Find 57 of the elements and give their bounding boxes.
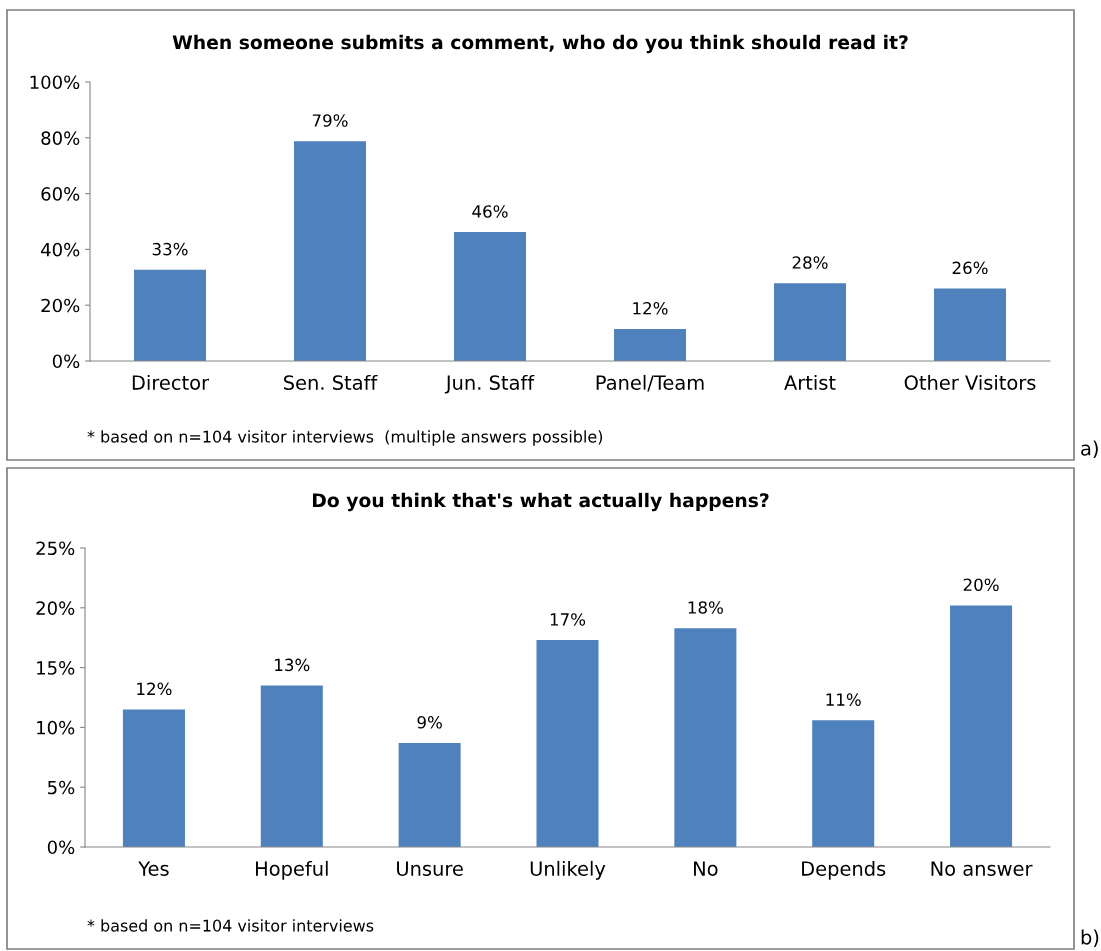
data-label: 46% bbox=[472, 205, 508, 218]
y-tick-label: 20% bbox=[36, 601, 75, 615]
x-tick-label: No answer bbox=[931, 861, 1033, 876]
bar bbox=[454, 232, 526, 361]
x-tick-label: Unlikely bbox=[530, 860, 606, 880]
data-label: 13% bbox=[275, 658, 310, 672]
bar bbox=[122, 709, 185, 847]
y-tick-label: 15% bbox=[37, 661, 75, 675]
x-tick-label: Sen. Staff bbox=[284, 374, 378, 390]
x-tick-label: Artist bbox=[784, 374, 836, 390]
data-label: 17% bbox=[550, 613, 586, 626]
y-tick-label: 0% bbox=[52, 354, 80, 369]
x-tick-label: Hopeful bbox=[255, 860, 328, 880]
data-label: 28% bbox=[792, 256, 828, 269]
x-tick-label: Panel/Team bbox=[596, 374, 704, 392]
text: * based on n=104 visitor interviews (multiple answers possible) bbox=[87, 430, 603, 446]
x-tick-label: Other Visitors bbox=[904, 374, 1036, 390]
data-label: 26% bbox=[952, 261, 988, 275]
data-label: 18% bbox=[688, 601, 723, 614]
bar bbox=[674, 628, 737, 847]
bar bbox=[294, 141, 366, 361]
x-tick-label: Director bbox=[132, 374, 210, 390]
y-tick-label: 60% bbox=[41, 187, 80, 201]
x-tick-label: Unsure bbox=[397, 861, 463, 876]
bar bbox=[398, 742, 461, 847]
bar bbox=[812, 720, 875, 847]
data-label: 33% bbox=[152, 242, 188, 256]
text: * based on n=104 visitor interviews bbox=[87, 919, 374, 932]
data-label: 20% bbox=[963, 578, 999, 592]
x-tick-label: Yes bbox=[138, 861, 169, 876]
x-tick-label: No bbox=[694, 861, 718, 876]
x-tick-label: Jun. Staff bbox=[444, 374, 535, 394]
bar bbox=[774, 283, 846, 361]
bar bbox=[950, 605, 1013, 847]
y-tick-label: 100% bbox=[30, 75, 80, 90]
y-tick-label: 25% bbox=[36, 541, 75, 556]
y-tick-label: 0% bbox=[47, 840, 75, 855]
y-tick-label: 10% bbox=[37, 720, 75, 735]
data-label: 12% bbox=[633, 301, 668, 315]
bar bbox=[260, 685, 323, 847]
y-tick-label: 20% bbox=[41, 298, 80, 313]
data-label: 12% bbox=[137, 682, 172, 696]
data-label: 11% bbox=[826, 693, 861, 706]
bar bbox=[934, 288, 1006, 361]
bar bbox=[134, 269, 206, 361]
y-tick-label: 40% bbox=[41, 242, 80, 257]
text: a) bbox=[1081, 440, 1098, 458]
bar bbox=[614, 328, 686, 361]
y-tick-label: 80% bbox=[41, 131, 80, 145]
text: b) bbox=[1081, 929, 1099, 947]
y-tick-label: 5% bbox=[48, 780, 75, 795]
data-label: 9% bbox=[417, 716, 442, 729]
data-label: 79% bbox=[312, 114, 348, 127]
bar bbox=[536, 640, 599, 847]
chart-title: Do you think that's what actually happens? bbox=[312, 492, 769, 512]
x-tick-label: Depends bbox=[802, 860, 886, 880]
chart-title: When someone submits a comment, who do you think should read it? bbox=[172, 34, 908, 54]
